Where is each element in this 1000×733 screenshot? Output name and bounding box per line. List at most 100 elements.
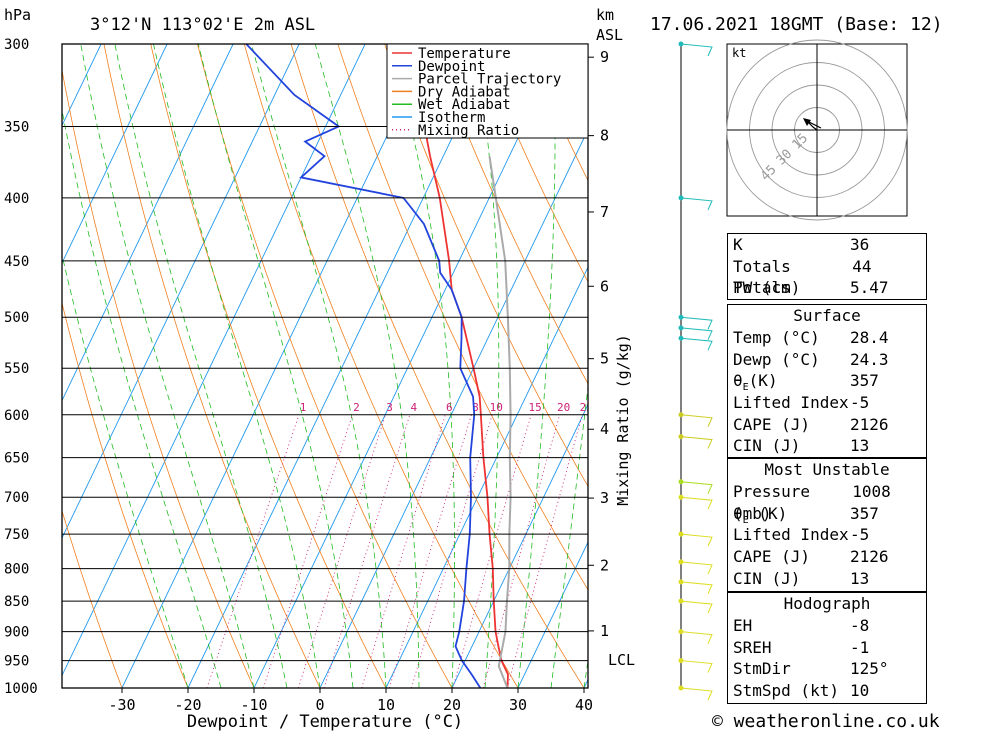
wet-adiabat-line xyxy=(114,44,288,688)
x-tick-label: 10 xyxy=(377,696,395,714)
dry-adiabat-line xyxy=(243,44,519,688)
x-tick-label: -10 xyxy=(240,696,267,714)
legend-entry: Isotherm xyxy=(418,110,485,126)
dry-adiabat-line xyxy=(430,44,588,385)
wind-barb xyxy=(680,327,713,341)
lcl-label: LCL xyxy=(608,651,635,669)
most-unstable-title: Most Unstable xyxy=(764,460,890,479)
pressure-tick-label: 800 xyxy=(4,562,29,578)
dry-adiabat-line xyxy=(62,301,189,688)
pressure-tick-label: 850 xyxy=(4,594,29,610)
pressure-tick-label: 900 xyxy=(4,625,29,641)
km-tick-label: 6 xyxy=(600,277,609,295)
mixing-ratio-label: 10 xyxy=(490,401,503,414)
wet-adiabat-line xyxy=(550,383,588,688)
wet-adiabat-line xyxy=(80,44,255,688)
x-tick-label: -20 xyxy=(174,696,201,714)
mixing-ratio-line xyxy=(297,414,386,688)
legend-box xyxy=(386,43,589,139)
km-unit: km xyxy=(596,6,614,24)
mixing-ratio-label: 2 xyxy=(353,401,360,414)
wind-barb xyxy=(680,436,713,449)
pressure-tick-label: 700 xyxy=(4,490,29,506)
wind-barb xyxy=(680,481,713,494)
x-tick-label: 30 xyxy=(509,696,527,714)
isotherm-line xyxy=(62,44,366,677)
isotherm-line xyxy=(187,44,498,688)
isotherm-line xyxy=(121,44,432,688)
x-tick-label: 0 xyxy=(315,696,324,714)
pressure-tick-label: 750 xyxy=(4,527,29,543)
most-unstable-table: Most Unstable Pressure (mb) 1008 θE (K) 35… xyxy=(727,458,927,592)
x-tick-label: 40 xyxy=(575,696,593,714)
mixing-ratio-label: 20 xyxy=(557,401,570,414)
mixing-ratio-line xyxy=(388,414,472,688)
mixing-ratio-line xyxy=(206,414,300,688)
wind-barb xyxy=(680,600,713,614)
isotherm-line xyxy=(62,44,168,265)
x-tick-label: -30 xyxy=(108,696,135,714)
wind-barb xyxy=(680,414,713,427)
asl-label: ASL xyxy=(596,26,623,44)
indices-table: K 36 Totals Totals 44 PW (cm) 5.47 xyxy=(727,233,927,300)
hodograph-trace xyxy=(806,120,822,131)
mixing-ratio-label: 3 xyxy=(386,401,393,414)
dry-adiabat-line xyxy=(103,44,321,688)
legend-entry: Temperature xyxy=(418,46,511,62)
km-tick-label: 9 xyxy=(600,48,609,66)
hodograph-table: Hodograph EH -8 SREH -1 StmDir 125° StmSpd … xyxy=(727,592,927,704)
mixing-ratio-line xyxy=(262,414,353,688)
wind-barb xyxy=(680,581,713,595)
surface-table: Surface Temp (°C) 28.4 Dewp (°C) 24.3 θE(K… xyxy=(727,304,927,458)
dry-adiabat-line xyxy=(384,44,588,488)
pressure-tick-label: 600 xyxy=(4,408,29,424)
pressure-tick-label: 300 xyxy=(4,37,29,53)
wet-adiabat-line xyxy=(62,253,189,688)
legend-entry: Wet Adiabat xyxy=(418,97,511,113)
wind-barb xyxy=(680,496,713,510)
dry-adiabat-line xyxy=(993,44,1000,688)
index-totals: Totals Totals 44 xyxy=(733,256,872,298)
hpa-unit: hPa xyxy=(4,6,31,24)
surface-title: Surface xyxy=(793,306,861,325)
x-tick-label: 20 xyxy=(443,696,461,714)
wind-barb xyxy=(680,337,713,351)
profile-dewpoint xyxy=(245,44,482,688)
hodograph-unit: kt xyxy=(732,46,746,60)
pressure-tick-label: 500 xyxy=(4,310,29,326)
dry-adiabat-line xyxy=(946,44,1000,688)
wet-adiabat-line xyxy=(62,108,222,688)
isotherm-line xyxy=(385,266,588,688)
mixing-ratio-axis-label: Mixing Ratio (g/kg) xyxy=(614,334,632,506)
pressure-tick-label: 350 xyxy=(4,119,29,135)
mixing-ratio-label: 4 xyxy=(411,401,418,414)
mixing-ratio-label: 15 xyxy=(529,401,542,414)
pressure-tick-label: 650 xyxy=(4,451,29,467)
mixing-ratio-line xyxy=(323,414,411,688)
km-tick-label: 7 xyxy=(600,203,609,221)
wind-barb xyxy=(680,197,713,211)
wind-barb xyxy=(680,687,713,701)
isotherm-line xyxy=(319,128,588,688)
profile-parcel-trajectory xyxy=(488,156,512,688)
credit: © weatheronline.co.uk xyxy=(712,711,940,732)
wind-barb xyxy=(680,561,713,575)
dry-adiabat-line xyxy=(477,44,588,283)
wet-adiabat-line xyxy=(314,44,420,688)
legend-entry: Dry Adiabat xyxy=(418,84,511,100)
mixing-ratio-line xyxy=(361,414,446,688)
km-tick-label: 8 xyxy=(600,127,609,145)
index-k: K 36 xyxy=(733,235,870,254)
wet-adiabat-line xyxy=(153,44,321,688)
isotherm-line xyxy=(451,403,588,688)
wind-barb xyxy=(680,631,713,644)
hodograph-title: Hodograph xyxy=(783,594,871,613)
pressure-tick-label: 550 xyxy=(4,361,29,377)
legend-entry: Mixing Ratio xyxy=(418,123,519,139)
wind-barb xyxy=(680,316,713,330)
mixing-ratio-label: 8 xyxy=(472,401,479,414)
wind-barb xyxy=(680,660,713,673)
wet-adiabat-line xyxy=(390,44,455,688)
wind-barb xyxy=(680,43,713,57)
